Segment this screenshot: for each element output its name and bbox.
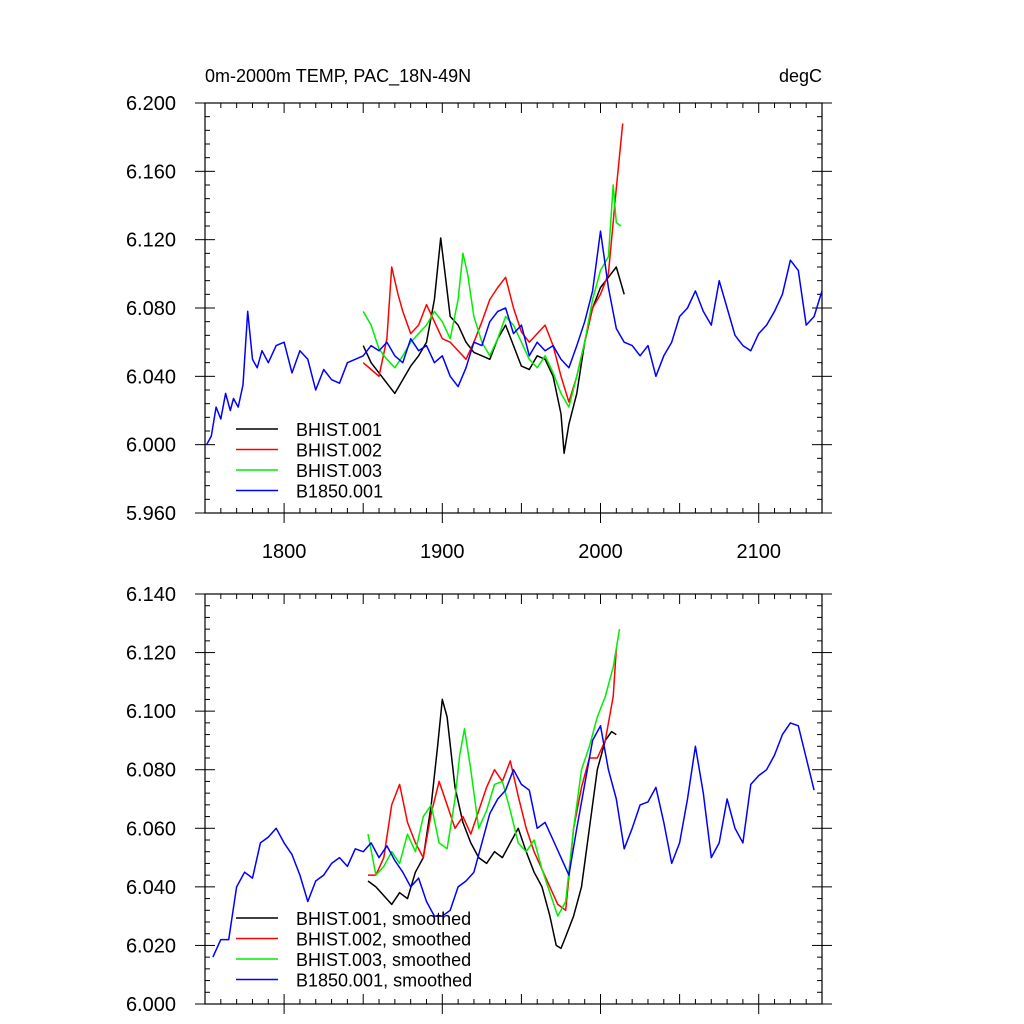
- y-tick-label: 6.060: [126, 818, 176, 840]
- legend-label: BHIST.003, smoothed: [296, 950, 471, 970]
- legend-label: B1850.001: [296, 482, 383, 502]
- series-line-1: [367, 698, 617, 950]
- legend-label: B1850.001, smoothed: [296, 971, 472, 991]
- x-tick-label: 1900: [420, 541, 465, 563]
- y-tick-label: 6.100: [126, 701, 176, 723]
- series-line-4: [212, 722, 815, 958]
- legend-label: BHIST.002: [296, 441, 382, 461]
- y-tick-label: 5.960: [126, 503, 176, 525]
- plot-frame: [204, 593, 823, 1005]
- x-tick-label: 2000: [578, 541, 623, 563]
- x-tick-label: 1800: [262, 541, 307, 563]
- legend-label: BHIST.001: [296, 420, 382, 440]
- series-line-4: [205, 230, 823, 446]
- top-panel: 0m-2000m TEMP, PAC_18N-49N degC 1800 1900…: [126, 66, 832, 563]
- y-tick-label: 6.080: [126, 298, 176, 320]
- series-line-3: [367, 628, 621, 917]
- series-line-2: [368, 649, 618, 912]
- legend-label: BHIST.002, smoothed: [296, 930, 471, 950]
- y-tick-label: 6.160: [126, 161, 176, 183]
- y-tick-label: 6.040: [126, 366, 176, 388]
- y-tick-label: 6.020: [126, 935, 176, 957]
- bottom-panel: 6.000 6.020 6.040 6.060 6.080 6.100 6.120 6.140…: [126, 584, 832, 1016]
- y-tick-label: 6.120: [126, 230, 176, 252]
- y-tick-label: 6.000: [126, 994, 176, 1016]
- legend-label: BHIST.003: [296, 461, 382, 481]
- y-tick-label: 6.000: [126, 435, 176, 457]
- top-panel-title: 0m-2000m TEMP, PAC_18N-49N: [205, 66, 471, 87]
- top-panel-units: degC: [779, 66, 822, 86]
- legend-label: BHIST.001, smoothed: [296, 909, 471, 929]
- y-tick-label: 6.200: [126, 93, 176, 115]
- y-tick-label: 6.080: [126, 760, 176, 782]
- series-line-2: [362, 123, 624, 403]
- x-tick-label: 2100: [736, 541, 781, 563]
- y-tick-label: 6.140: [126, 584, 176, 606]
- y-tick-label: 6.120: [126, 643, 176, 665]
- y-tick-label: 6.040: [126, 877, 176, 899]
